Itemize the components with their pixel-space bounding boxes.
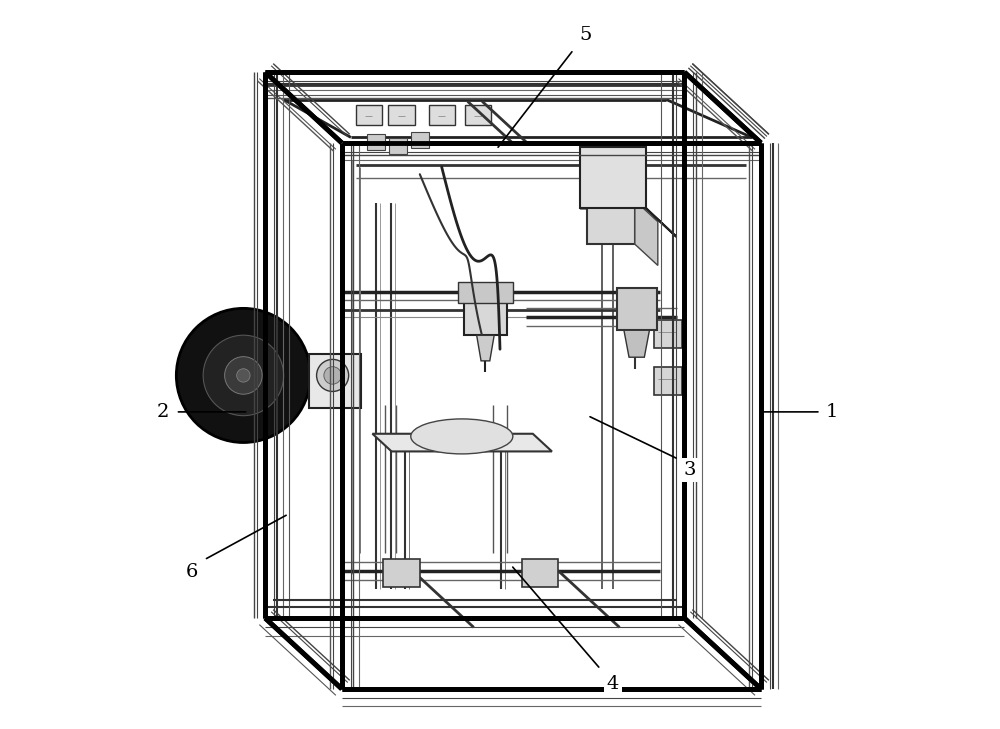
Polygon shape <box>580 175 676 237</box>
Bar <box>367 134 385 150</box>
Polygon shape <box>635 200 658 265</box>
Circle shape <box>225 356 262 394</box>
Bar <box>429 105 455 125</box>
Circle shape <box>203 335 284 416</box>
Text: 6: 6 <box>186 564 199 581</box>
Polygon shape <box>265 618 761 689</box>
Circle shape <box>317 359 349 391</box>
Polygon shape <box>684 72 761 689</box>
Polygon shape <box>342 143 761 689</box>
Bar <box>388 105 415 125</box>
Polygon shape <box>265 72 342 689</box>
Bar <box>580 147 646 208</box>
Circle shape <box>237 369 250 382</box>
Text: 1: 1 <box>826 403 838 421</box>
Bar <box>464 288 507 335</box>
Polygon shape <box>265 72 684 618</box>
Polygon shape <box>477 335 494 361</box>
Bar <box>522 559 558 587</box>
Ellipse shape <box>411 419 513 454</box>
Bar <box>356 105 382 125</box>
Text: 4: 4 <box>607 675 619 693</box>
Bar <box>654 320 682 348</box>
Bar <box>654 367 682 395</box>
Bar <box>617 288 657 330</box>
Bar <box>309 354 361 408</box>
Text: 3: 3 <box>683 461 696 479</box>
Bar <box>411 132 429 148</box>
Polygon shape <box>265 72 761 143</box>
Bar <box>458 282 513 303</box>
Polygon shape <box>372 434 552 451</box>
Circle shape <box>176 308 310 443</box>
Polygon shape <box>624 330 649 357</box>
Circle shape <box>324 367 341 384</box>
Bar <box>383 559 420 587</box>
Bar <box>587 200 635 244</box>
Text: 5: 5 <box>580 26 592 44</box>
Bar <box>465 105 491 125</box>
Text: 2: 2 <box>157 403 169 421</box>
Bar <box>389 138 407 154</box>
